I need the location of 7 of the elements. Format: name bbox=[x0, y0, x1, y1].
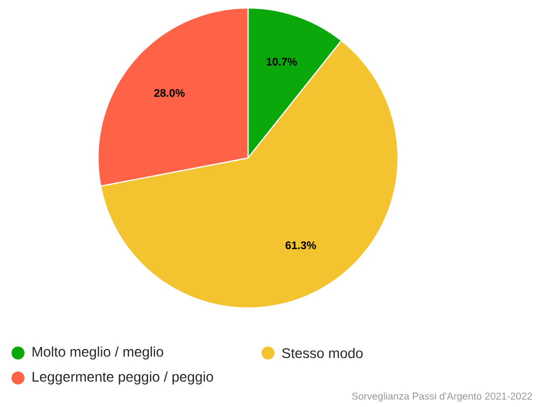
legend-label: Leggermente peggio / peggio bbox=[32, 371, 214, 385]
legend-label: Stesso modo bbox=[282, 348, 363, 358]
data-label: 61.3% bbox=[286, 241, 316, 250]
legend-label: Molto meglio / meglio bbox=[32, 346, 164, 360]
data-label: 28.0% bbox=[154, 89, 185, 97]
text: Sorveglianza Passi d'Argento 2021-2022 bbox=[352, 392, 532, 402]
data-label: 10.7% bbox=[266, 58, 297, 66]
